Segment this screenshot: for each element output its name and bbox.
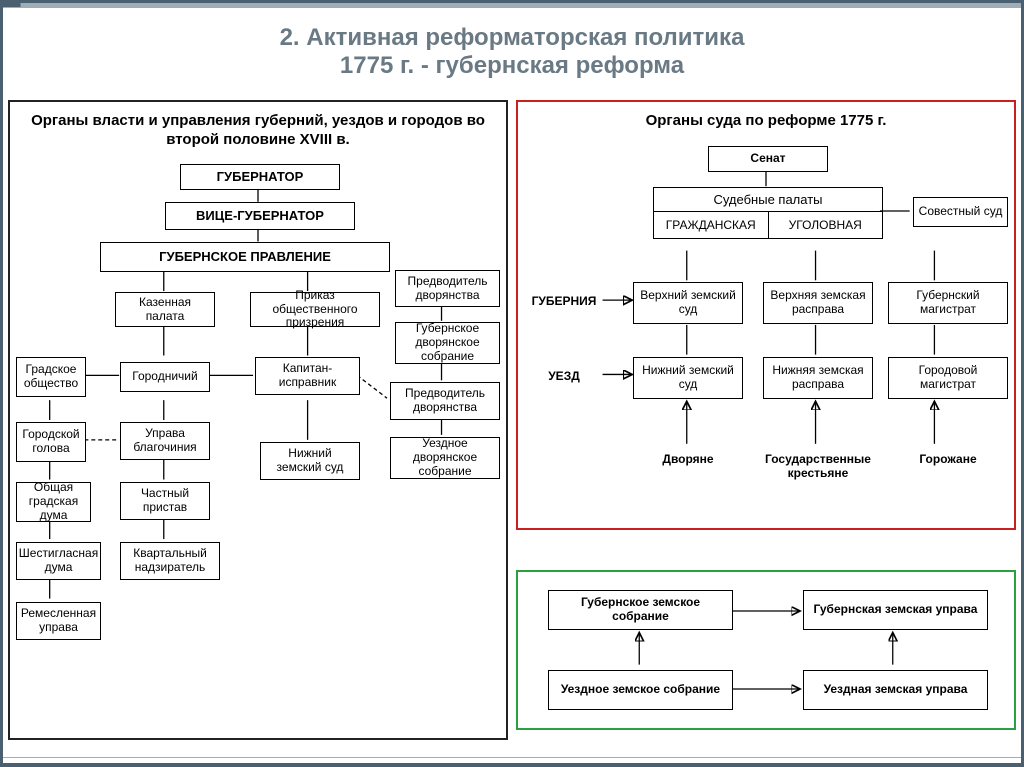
node-gormag: Городовой магистрат xyxy=(888,357,1008,399)
node-uzs: Уездное земское собрание xyxy=(548,670,733,710)
node-kapitan: Капитан-исправник xyxy=(255,357,360,395)
node-ugol: УГОЛОВНАЯ xyxy=(769,212,883,238)
node-nizh-sud: Нижний земский суд xyxy=(260,442,360,480)
node-nzras: Нижняя земская расправа xyxy=(763,357,873,399)
node-sovest: Совестный суд xyxy=(913,197,1008,227)
node-vzras: Верхняя земская расправа xyxy=(763,282,873,324)
node-remes: Ремесленная управа xyxy=(16,602,101,640)
label-guberniya: ГУБЕРНИЯ xyxy=(526,294,602,308)
node-shest-duma: Шестигласная дума xyxy=(16,542,101,580)
label-uezd: УЕЗД xyxy=(526,369,602,383)
diagram-area: Органы власти и управления губерний, уез… xyxy=(8,100,1016,753)
panel1-title: Органы власти и управления губерний, уез… xyxy=(10,102,506,154)
node-prikaz: Приказ общественного призрения xyxy=(250,292,380,327)
node-uzu: Уездная земская управа xyxy=(803,670,988,710)
node-palaty-title: Судебные палаты xyxy=(654,188,882,212)
node-nzsud: Нижний земский суд xyxy=(633,357,743,399)
node-gub-sobr: Губернское дворянское собрание xyxy=(395,322,500,364)
node-uezd-sobr: Уездное дворянское собрание xyxy=(390,437,500,479)
slide-border-bottom xyxy=(0,757,1024,767)
node-vzsud: Верхний земский суд xyxy=(633,282,743,324)
node-pristav: Частный пристав xyxy=(120,482,210,520)
node-gubmag: Губернский магистрат xyxy=(888,282,1008,324)
node-senat: Сенат xyxy=(708,146,828,172)
node-predvoditel-2: Предводитель дворянства xyxy=(390,382,500,420)
label-gorozhane: Горожане xyxy=(908,452,988,466)
panel1-connectors xyxy=(10,102,506,738)
node-obsch-duma: Общая градская дума xyxy=(16,482,91,522)
node-gzs: Губернское земское собрание xyxy=(548,590,733,630)
node-predvoditel-1: Предводитель дворянства xyxy=(395,270,500,307)
node-gzu: Губернская земская управа xyxy=(803,590,988,630)
panel-zemstvo: Губернское земское собрание Губернская з… xyxy=(516,570,1016,730)
label-dvoryane: Дворяне xyxy=(648,452,728,466)
node-gor-golova: Городской голова xyxy=(16,422,86,462)
node-kvart: Квартальный надзиратель xyxy=(120,542,220,580)
node-gub-pravlenie: ГУБЕРНСКОЕ ПРАВЛЕНИЕ xyxy=(100,242,390,272)
node-grad-obsch: Градское общество xyxy=(16,357,86,397)
node-kaz-palata: Казенная палата xyxy=(115,292,215,327)
panel-governance: Органы власти и управления губерний, уез… xyxy=(8,100,508,740)
node-gorodnichy: Городничий xyxy=(120,362,210,392)
node-palaty-wrapper: Судебные палаты ГРАЖДАНСКАЯ УГОЛОВНАЯ xyxy=(653,187,883,239)
node-vice-governor: ВИЦЕ-ГУБЕРНАТОР xyxy=(165,202,355,230)
node-grazh: ГРАЖДАНСКАЯ xyxy=(654,212,769,238)
slide-border-top xyxy=(0,0,1024,8)
slide-border-left xyxy=(0,0,3,767)
label-krestyane: Государственные крестьяне xyxy=(758,452,878,480)
node-uprava: Управа благочиния xyxy=(120,422,210,460)
node-governor: ГУБЕРНАТОР xyxy=(180,164,340,190)
panel-courts: Органы суда по реформе 1775 г. xyxy=(516,100,1016,530)
slide-title: 2. Активная реформаторская политика1775 … xyxy=(0,0,1024,88)
panel2-title: Органы суда по реформе 1775 г. xyxy=(518,102,1014,133)
